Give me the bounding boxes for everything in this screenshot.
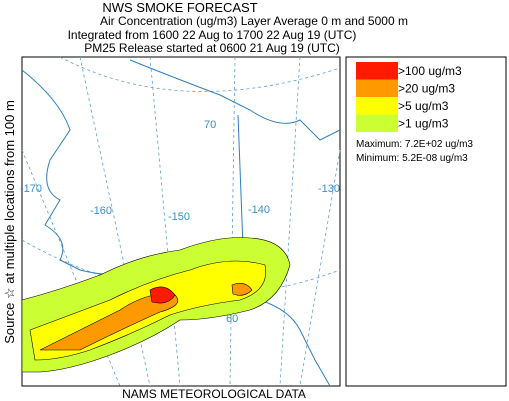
subtitle: PM25 Release started at 0600 21 Aug 19 (… <box>84 41 339 55</box>
legend-swatch <box>356 114 398 132</box>
latitude-label: 60 <box>226 313 238 325</box>
title: NWS SMOKE FORECAST <box>102 0 257 15</box>
longitude-label: -160 <box>90 205 112 217</box>
minimum: Minimum: 5.2E-08 ug/m3 <box>356 153 468 164</box>
subtitle: Integrated from 1600 22 Aug to 1700 22 A… <box>68 28 357 42</box>
side-label: Source ☆ at multiple locations from 100 … <box>2 100 17 344</box>
longitude-label: -140 <box>248 204 270 216</box>
longitude-label: -130 <box>318 183 340 195</box>
legend-swatch <box>356 97 398 115</box>
footer: NAMS METEOROLOGICAL DATA <box>122 387 306 401</box>
legend-label: >100 ug/m3 <box>398 64 462 78</box>
legend-label: >20 ug/m3 <box>398 82 455 96</box>
latitude-label: 70 <box>204 119 216 131</box>
subtitle: Air Concentration (ug/m3) Layer Average … <box>100 14 408 28</box>
longitude-label: -170 <box>20 183 42 195</box>
map: -170 -160 -150 -140 -130 70 60 <box>20 56 341 387</box>
legend-label: >5 ug/m3 <box>398 99 449 113</box>
maximum: Maximum: 7.2E+02 ug/m3 <box>356 139 473 150</box>
legend: Maximum: 7.2E+02 ug/m3 Minimum: 5.2E-08 … <box>345 56 507 387</box>
legend-label: >1 ug/m3 <box>398 117 449 131</box>
legend-swatch <box>356 79 398 97</box>
longitude-label: -150 <box>168 211 190 223</box>
legend-swatch <box>356 62 398 80</box>
